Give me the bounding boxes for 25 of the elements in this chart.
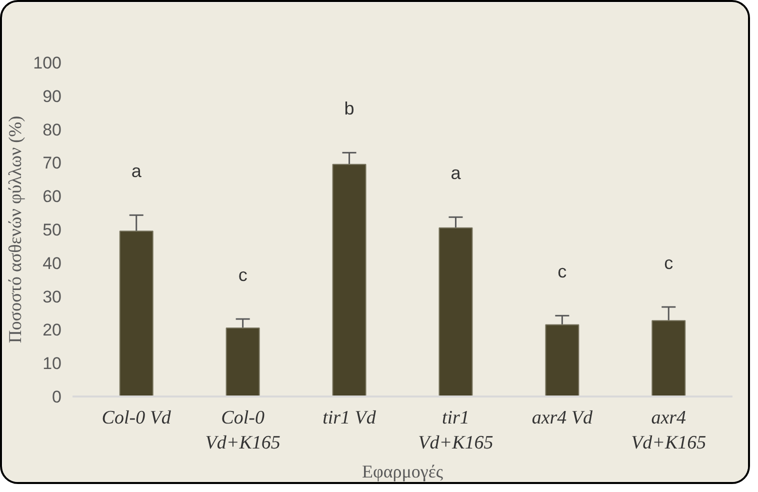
y-tick-label: 0 <box>52 388 62 406</box>
annotation: c <box>558 262 567 282</box>
x-axis-title: Εφαρμογές <box>362 462 444 482</box>
x-tick-label: Col-0 Vd <box>102 408 172 428</box>
y-tick-label: 90 <box>42 86 62 106</box>
annotation: c <box>238 265 248 286</box>
annotation: a <box>450 163 462 184</box>
y-tick-label: 60 <box>42 187 62 206</box>
x-tick-label: Col-0 Vd+K165 <box>205 408 280 454</box>
annotation: a <box>131 161 142 182</box>
y-tick-label: 40 <box>42 254 62 273</box>
x-tick-label: tir1 Vd+K165 <box>418 408 494 454</box>
x-tick-label: axr4 Vd <box>532 408 594 428</box>
y-tick-label: 30 <box>42 287 62 306</box>
y-tick-label: 50 <box>42 220 62 240</box>
y-tick-label: 100 <box>33 54 62 72</box>
y-tick-label: 20 <box>42 320 62 340</box>
y-tick-label: 80 <box>42 120 62 140</box>
y-tick-label: 10 <box>42 354 62 374</box>
x-tick-label: axr4 Vd+K165 <box>631 408 706 454</box>
x-tick-label: tir1 Vd <box>322 408 376 428</box>
y-axis-title: Ποσοστό ασθενών φύλλων (%) <box>5 116 26 344</box>
annotation: b <box>344 98 354 119</box>
y-tick-label: 70 <box>42 154 62 173</box>
annotation: c <box>664 252 674 273</box>
